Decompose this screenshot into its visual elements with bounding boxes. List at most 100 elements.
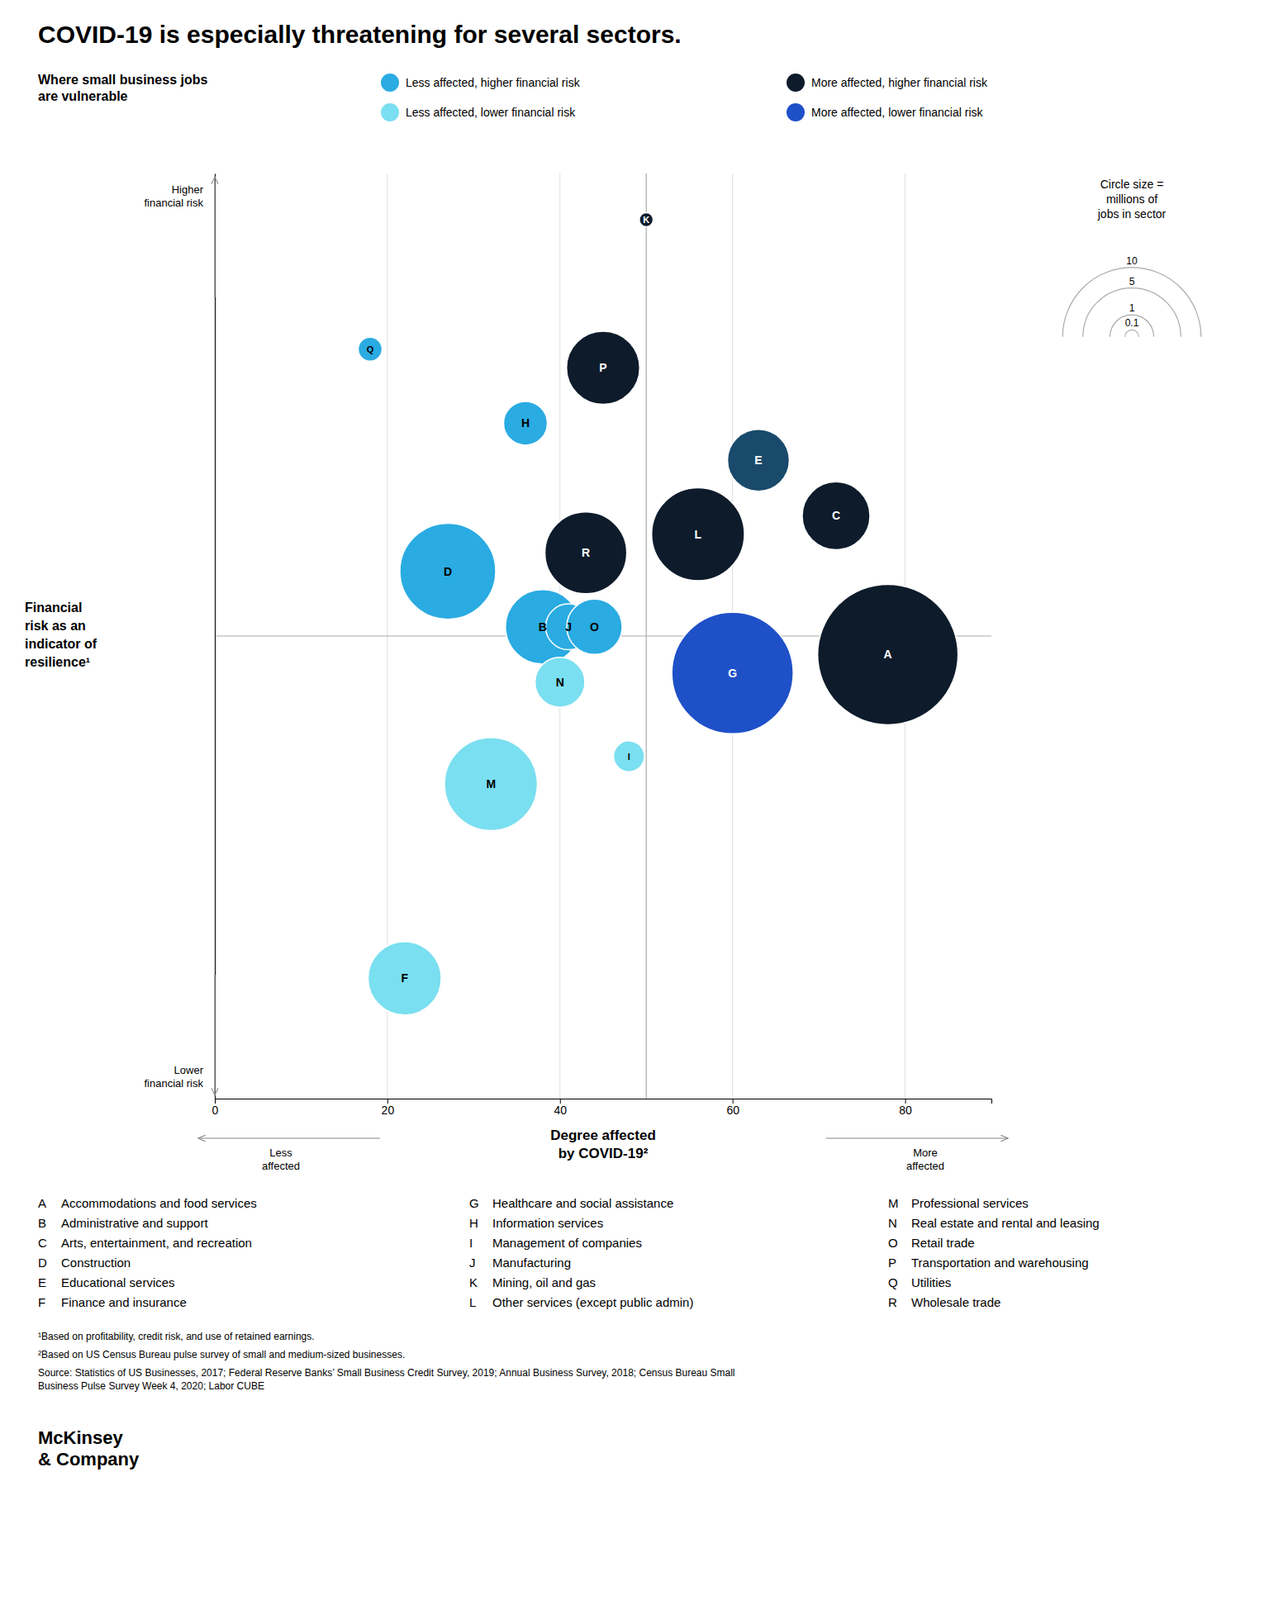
bubble-label: Q bbox=[366, 344, 375, 355]
bubble-label: D bbox=[443, 565, 452, 579]
y-end-label-line: Lower bbox=[174, 1064, 205, 1077]
key-name: Professional services bbox=[911, 1196, 1029, 1211]
x-end-label-line: More bbox=[912, 1146, 938, 1160]
y-axis-title: Financialrisk as anindicator ofresilienc… bbox=[24, 600, 98, 670]
y-end-label-line: financial risk bbox=[143, 1077, 204, 1090]
size-legend-arc bbox=[1125, 329, 1140, 337]
y-axis-line bbox=[214, 174, 216, 1100]
bubble bbox=[639, 213, 654, 228]
y-axis bbox=[214, 174, 216, 1100]
x-tick-label: 20 bbox=[381, 1103, 395, 1117]
bubble bbox=[444, 737, 538, 831]
title: COVID-19 is especially threatening for s… bbox=[38, 20, 682, 48]
bubble bbox=[367, 941, 442, 1016]
key-letter: F bbox=[38, 1295, 46, 1310]
bubble-label: M bbox=[485, 777, 496, 791]
x-end-label-line: Less bbox=[269, 1146, 293, 1160]
key-name: Information services bbox=[492, 1216, 604, 1231]
y-axis-title-line: resilience¹ bbox=[24, 655, 91, 670]
x-tick: 60 bbox=[726, 1098, 740, 1117]
y-axis-title-line: risk as an bbox=[24, 618, 86, 633]
x-end-label-line: affected bbox=[261, 1159, 300, 1173]
key-letter: M bbox=[888, 1196, 899, 1211]
key-letter: D bbox=[38, 1255, 48, 1270]
key-letter: L bbox=[469, 1295, 476, 1310]
size-legend-title-line: jobs in sector bbox=[1097, 207, 1167, 221]
key-letter: B bbox=[38, 1216, 47, 1231]
bubble bbox=[651, 488, 745, 581]
bubbles bbox=[357, 213, 958, 1016]
subtitle-line: are vulnerable bbox=[38, 89, 129, 104]
bubble bbox=[545, 512, 628, 595]
x-axis-title: Degree affectedby COVID-19² bbox=[550, 1127, 656, 1162]
bubble-label: A bbox=[884, 647, 893, 661]
source-line: Source: Statistics of US Businesses, 201… bbox=[38, 1367, 736, 1379]
x-tick-label: 40 bbox=[553, 1103, 567, 1117]
size-legend-title: Circle size =millions ofjobs in sector bbox=[1097, 177, 1167, 221]
size-legend-arc bbox=[1110, 314, 1155, 338]
y-axis-title-line: indicator of bbox=[24, 636, 98, 652]
subtitle: Where small business jobs are vulnerable bbox=[38, 72, 209, 104]
key-letter: H bbox=[469, 1216, 479, 1231]
key-name: Arts, entertainment, and recreation bbox=[61, 1235, 252, 1250]
key-letter: N bbox=[888, 1216, 898, 1231]
size-legend-label: 0.1 bbox=[1125, 317, 1140, 329]
bubble-label: R bbox=[581, 546, 590, 560]
bubble bbox=[817, 584, 959, 725]
x-end-label: Moreaffected bbox=[906, 1146, 945, 1173]
bubble-label: H bbox=[521, 416, 530, 430]
size-legend-label: 5 bbox=[1129, 275, 1136, 288]
bubble-label: L bbox=[694, 527, 703, 542]
size-legend-label: 10 bbox=[1126, 255, 1138, 267]
bubble-label: C bbox=[831, 508, 841, 523]
key-name: Utilities bbox=[911, 1275, 951, 1290]
key-letter: G bbox=[469, 1196, 480, 1211]
brand-line: McKinsey bbox=[38, 1427, 124, 1449]
legend-label: Less affected, lower financial risk bbox=[405, 105, 576, 119]
x-tick: 0 bbox=[212, 1098, 219, 1117]
bubble bbox=[399, 523, 496, 620]
legend-swatch bbox=[380, 103, 400, 122]
x-tick-label: 60 bbox=[726, 1103, 740, 1117]
key-letter: J bbox=[469, 1255, 476, 1270]
x-axis-title-line: Degree affected bbox=[550, 1127, 656, 1144]
brand-line: & Company bbox=[38, 1449, 140, 1470]
brand: McKinsey& Company bbox=[38, 1427, 140, 1470]
bubble bbox=[613, 741, 645, 772]
x-axis-title-line: by COVID-19² bbox=[558, 1145, 649, 1162]
y-end-label-line: Higher bbox=[171, 183, 205, 196]
key-name: Construction bbox=[61, 1255, 131, 1270]
size-legend-title-line: Circle size = bbox=[1100, 177, 1165, 191]
key-name: Real estate and rental and leasing bbox=[911, 1216, 1100, 1231]
x-tick-label: 0 bbox=[212, 1103, 219, 1117]
key-name: Finance and insurance bbox=[61, 1295, 187, 1310]
legend-label: Less affected, higher financial risk bbox=[405, 76, 581, 90]
bubble bbox=[503, 401, 548, 446]
key-name: Retail trade bbox=[911, 1235, 975, 1250]
letter-key: AAccommodations and food servicesBAdmini… bbox=[38, 1196, 1100, 1310]
key-name: Wholesale trade bbox=[911, 1295, 1001, 1310]
x-tick: 20 bbox=[381, 1098, 395, 1117]
key-letter: P bbox=[888, 1255, 897, 1270]
key-letter: O bbox=[888, 1235, 899, 1250]
bubble bbox=[566, 598, 623, 655]
key-name: Manufacturing bbox=[492, 1255, 571, 1270]
bubble bbox=[566, 331, 641, 405]
x-end-label-line: affected bbox=[906, 1159, 945, 1173]
footnote: ²Based on US Census Bureau pulse survey … bbox=[38, 1349, 405, 1361]
bubble bbox=[535, 657, 585, 708]
size-legend-arc bbox=[1062, 267, 1202, 338]
x-axis: 020406080 bbox=[212, 1098, 993, 1117]
legend-swatch bbox=[786, 73, 805, 92]
legend-label: More affected, higher financial risk bbox=[811, 76, 989, 90]
y-arrow bbox=[213, 974, 215, 1096]
bubble-label: O bbox=[589, 620, 599, 634]
y-arrow bbox=[213, 176, 215, 298]
bubble-label: P bbox=[598, 361, 607, 375]
legend-swatch bbox=[786, 103, 805, 122]
x-tick: 40 bbox=[553, 1098, 567, 1117]
bubble bbox=[671, 612, 794, 734]
bubble-label: I bbox=[627, 751, 631, 762]
subtitle-line: Where small business jobs bbox=[38, 72, 209, 87]
x-arrow bbox=[198, 1137, 381, 1139]
